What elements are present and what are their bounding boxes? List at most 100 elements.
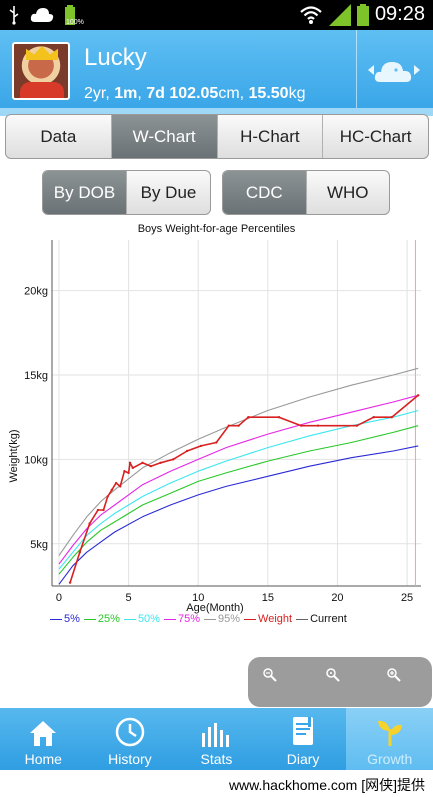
weight-point (390, 416, 393, 419)
weight-point (300, 424, 303, 427)
nav-history[interactable]: History (87, 708, 174, 770)
weight-unit: kg (288, 85, 306, 102)
weight-point (102, 508, 105, 512)
switch-child-icon[interactable] (366, 52, 422, 88)
nav-diary[interactable]: Diary (260, 708, 347, 770)
by-dob-button[interactable]: By DOB (43, 171, 126, 214)
header-strip (0, 108, 433, 116)
header-divider (356, 30, 357, 108)
legend-item: 75% (163, 613, 200, 625)
diary-icon (293, 717, 314, 745)
weight-chart[interactable]: Boys Weight-for-age Percentiles 0 5 10 15 20… (0, 220, 433, 640)
nav-history-label: History (108, 751, 152, 767)
x-tick-label: 20 (331, 592, 343, 604)
chart-legend: 5% 25% 50% 75% 95% Weight Current (50, 613, 347, 625)
legend-swatch (163, 618, 176, 620)
legend-swatch (123, 618, 136, 620)
weight-point (277, 416, 281, 419)
legend-label: 75% (177, 613, 200, 625)
battery-icon (356, 3, 369, 26)
x-tick-label: 0 (56, 592, 62, 604)
bottom-nav: Home History Stats Diary Growth (0, 708, 433, 770)
weight-point (106, 495, 109, 498)
battery-percent: 100% (66, 19, 84, 26)
tab-hc-chart[interactable]: HC-Chart (339, 126, 412, 146)
legend-label: 5% (64, 613, 80, 625)
height-unit: cm, (218, 85, 249, 102)
y-tick-label: 20kg (24, 286, 48, 298)
series-line-weight (69, 394, 419, 583)
legend-swatch (244, 618, 257, 620)
weight-point (114, 481, 118, 485)
y-axis-title: Weight(kg) (8, 429, 20, 483)
x-tick-label: 25 (401, 592, 413, 604)
who-button[interactable]: WHO (305, 171, 390, 214)
weight-point (355, 424, 359, 427)
legend-label: Weight (258, 613, 293, 625)
series-line-50 (58, 409, 419, 570)
zoom-out-icon[interactable] (262, 667, 278, 683)
height-value: 102.05 (169, 85, 219, 102)
legend-swatch (204, 618, 216, 620)
clock-icon (115, 717, 145, 747)
stats-icon (202, 723, 230, 747)
status-time: 09:28 (374, 3, 425, 25)
x-tick-label: 5 (126, 592, 132, 604)
by-due-button[interactable]: By Due (126, 171, 210, 214)
chart-plot[interactable]: 0 5 10 15 20 25 5kg 10kg 15kg 20kg (0, 220, 433, 640)
legend-item: 25% (83, 613, 120, 625)
weight-point (171, 458, 175, 461)
zoom-panel (248, 657, 432, 707)
legend-item: 50% (123, 613, 160, 625)
age-days: 7d (146, 85, 165, 102)
nav-growth-label: Growth (367, 751, 413, 767)
zoom-in-icon[interactable] (386, 667, 402, 683)
avatar[interactable] (12, 42, 70, 100)
weight-point (78, 551, 82, 554)
series-line-75 (58, 394, 419, 565)
weight-point (110, 488, 114, 491)
signal-icon (328, 3, 351, 26)
tab-h-chart[interactable]: H-Chart (218, 115, 324, 158)
weight-point (215, 441, 218, 444)
x-axis-title: Age(Month) (186, 602, 244, 614)
cdc-button[interactable]: CDC (223, 171, 306, 214)
nav-stats[interactable]: Stats (173, 708, 260, 770)
wifi-icon (300, 5, 322, 24)
weight-point (372, 416, 375, 419)
nav-home[interactable]: Home (0, 708, 87, 770)
sprout-icon (377, 720, 402, 746)
cloud-icon (30, 8, 54, 22)
usb-icon (9, 6, 19, 25)
legend-item: Weight (244, 613, 292, 625)
legend-label: 25% (97, 613, 120, 625)
weight-point (128, 461, 132, 464)
nav-home-label: Home (24, 751, 62, 767)
nav-diary-label: Diary (286, 751, 320, 767)
legend-item: Current (296, 613, 347, 625)
legend-item: 95% (204, 613, 240, 625)
standard-toggle: CDC WHO (222, 170, 390, 215)
weight-point (88, 522, 91, 525)
weight-point (123, 470, 126, 473)
weight-point (237, 424, 240, 427)
legend-label: 50% (137, 613, 160, 625)
tab-w-chart[interactable]: W-Chart (111, 115, 218, 158)
legend-item: 5% (50, 613, 80, 625)
nav-growth[interactable]: Growth (346, 708, 433, 770)
tab-data[interactable]: Data (6, 115, 112, 158)
watermark-text: www.hackhome.com [网侠]提供 (228, 777, 425, 793)
legend-label: 95% (218, 613, 241, 625)
weight-point (417, 394, 420, 397)
zoom-reset-icon[interactable] (325, 667, 341, 683)
status-bar: 100% 09:28 (0, 0, 433, 30)
nav-stats-label: Stats (200, 751, 233, 767)
weight-point (185, 449, 189, 453)
series-line-25 (58, 425, 419, 575)
age-sep: , (137, 85, 147, 102)
weight-point (199, 444, 203, 448)
chart-title: Boys Weight-for-age Percentiles (137, 223, 296, 235)
series-line-5 (58, 445, 419, 585)
legend-swatch (50, 618, 62, 620)
weight-point (227, 424, 231, 427)
